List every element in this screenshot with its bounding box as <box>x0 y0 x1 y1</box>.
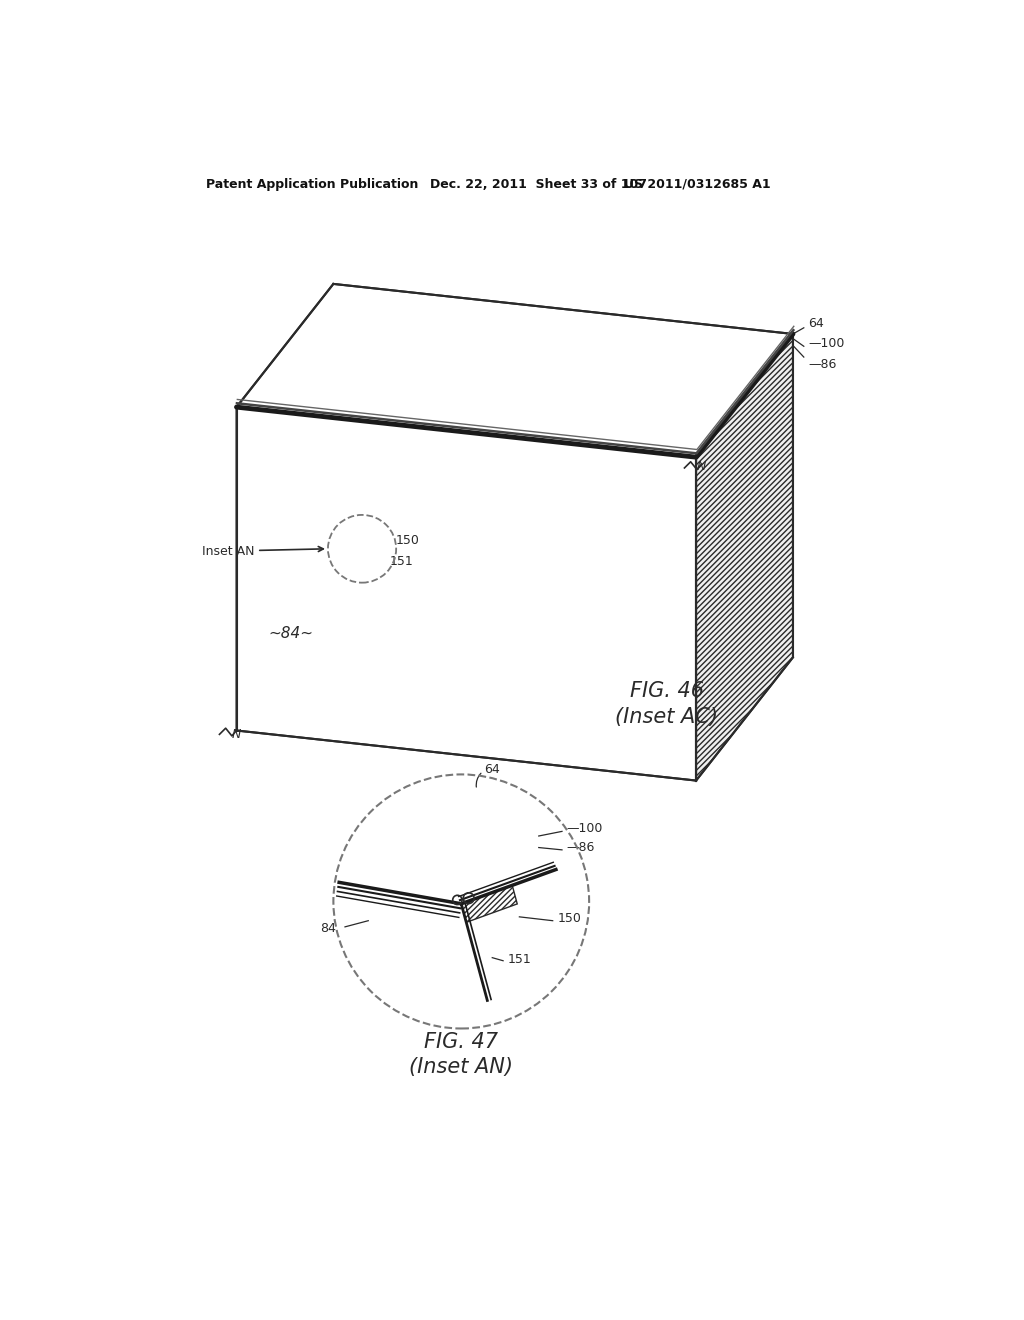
Text: Patent Application Publication: Patent Application Publication <box>206 178 418 190</box>
Polygon shape <box>237 407 696 780</box>
Text: ~84~: ~84~ <box>268 626 313 642</box>
Text: 64: 64 <box>809 317 824 330</box>
Text: Inset AN: Inset AN <box>202 545 324 557</box>
Text: —86: —86 <box>809 358 837 371</box>
Text: —100: —100 <box>809 337 845 350</box>
Text: 151: 151 <box>508 953 531 966</box>
Polygon shape <box>461 886 517 923</box>
Text: FIG. 46: FIG. 46 <box>630 681 703 701</box>
Polygon shape <box>237 284 793 457</box>
Text: Dec. 22, 2011  Sheet 33 of 107: Dec. 22, 2011 Sheet 33 of 107 <box>430 178 647 190</box>
Text: FIG. 47: FIG. 47 <box>424 1032 499 1052</box>
Text: —86: —86 <box>566 841 595 854</box>
Text: (Inset AC): (Inset AC) <box>615 706 718 726</box>
Text: N: N <box>231 727 242 741</box>
Text: 150: 150 <box>395 533 419 546</box>
Text: 64: 64 <box>484 763 501 776</box>
Text: (Inset AN): (Inset AN) <box>410 1057 513 1077</box>
Text: 150: 150 <box>558 912 582 925</box>
Text: US 2011/0312685 A1: US 2011/0312685 A1 <box>624 178 771 190</box>
Text: N: N <box>696 459 707 473</box>
Text: —100: —100 <box>566 822 603 834</box>
Text: 151: 151 <box>390 556 414 569</box>
Text: 84: 84 <box>319 921 336 935</box>
Polygon shape <box>696 334 793 780</box>
